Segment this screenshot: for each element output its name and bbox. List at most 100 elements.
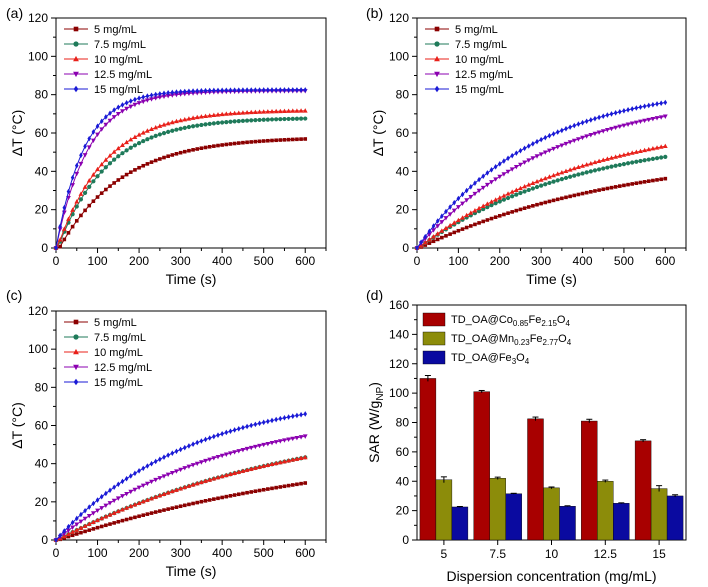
data-point xyxy=(194,114,200,120)
data-point xyxy=(588,133,594,138)
data-point xyxy=(472,208,478,213)
data-point xyxy=(136,500,142,505)
data-point xyxy=(290,413,295,420)
data-point xyxy=(547,199,552,204)
series-line xyxy=(416,178,666,249)
y-axis-label-main: SAR (W/g xyxy=(366,401,382,463)
data-point xyxy=(86,145,92,150)
data-point xyxy=(194,461,200,467)
data-point xyxy=(658,115,664,120)
data-point xyxy=(232,87,237,93)
bar xyxy=(650,488,668,541)
data-point xyxy=(613,154,619,159)
data-point xyxy=(654,116,660,121)
data-point xyxy=(543,134,548,141)
data-point xyxy=(249,490,254,494)
data-point xyxy=(621,152,627,157)
data-point xyxy=(236,119,241,124)
data-point xyxy=(132,502,138,507)
y-tick-label: 80 xyxy=(35,88,49,102)
data-point xyxy=(448,204,452,210)
data-point xyxy=(103,165,108,170)
data-point xyxy=(74,204,79,209)
data-point xyxy=(90,511,96,516)
data-point xyxy=(158,91,162,97)
data-point xyxy=(502,212,506,217)
data-point xyxy=(298,435,304,440)
y-axis-label: ΔT (°C) xyxy=(370,110,386,157)
x-tick-label: 12.5 xyxy=(594,547,618,561)
data-point xyxy=(95,174,100,179)
data-point xyxy=(658,144,664,149)
data-point xyxy=(551,198,556,203)
data-point xyxy=(605,165,610,170)
legend-label: 10 mg/mL xyxy=(455,54,504,66)
data-point xyxy=(82,153,88,158)
y-tick-label: 140 xyxy=(389,327,409,341)
data-point xyxy=(630,182,634,186)
data-point xyxy=(617,153,623,158)
data-point xyxy=(584,190,589,195)
y-axis-label: SAR (W/gNP) xyxy=(366,382,386,463)
data-point xyxy=(78,197,84,202)
data-point xyxy=(650,116,656,122)
series-1: 7.5 mg/mL xyxy=(53,39,308,251)
data-point xyxy=(220,87,224,94)
data-point xyxy=(472,191,478,197)
data-point xyxy=(571,165,577,171)
x-axis-label: Time (s) xyxy=(526,271,577,287)
data-point xyxy=(485,205,490,210)
data-point xyxy=(99,118,104,125)
legend-label-part: 0.85 xyxy=(513,319,529,328)
data-point xyxy=(140,499,146,504)
y-tick-label: 80 xyxy=(396,416,410,430)
data-point xyxy=(455,217,461,223)
data-point xyxy=(560,196,564,201)
data-point xyxy=(224,87,229,94)
data-point xyxy=(278,117,283,122)
data-point xyxy=(74,199,80,204)
data-point xyxy=(228,471,233,477)
data-point xyxy=(303,137,308,141)
data-point xyxy=(244,109,250,115)
data-point xyxy=(509,167,515,172)
data-point xyxy=(600,129,606,134)
data-point xyxy=(145,512,150,516)
data-point xyxy=(625,151,631,156)
data-point xyxy=(203,113,208,118)
x-tick-label: 300 xyxy=(171,546,191,560)
data-point xyxy=(651,101,655,108)
data-point xyxy=(265,117,270,122)
data-point xyxy=(460,201,465,207)
data-point xyxy=(228,494,233,498)
data-point xyxy=(107,512,113,517)
data-point xyxy=(245,423,249,430)
data-point xyxy=(158,456,162,463)
data-point xyxy=(588,160,594,166)
data-point xyxy=(216,143,220,148)
legend-label: 12.5 mg/mL xyxy=(94,362,152,374)
y-tick-label: 60 xyxy=(396,126,410,140)
data-point xyxy=(244,118,250,123)
panel-label: (d) xyxy=(366,287,383,303)
data-point xyxy=(132,487,138,493)
data-point xyxy=(518,185,523,191)
x-tick-label: 400 xyxy=(212,546,232,560)
x-tick-label: 300 xyxy=(171,254,191,268)
data-point xyxy=(572,173,577,178)
x-tick-label: 100 xyxy=(88,546,108,560)
data-point xyxy=(182,484,188,490)
data-point xyxy=(74,515,79,522)
legend-marker xyxy=(73,71,79,78)
data-point xyxy=(107,501,113,506)
data-point xyxy=(91,179,96,184)
data-point xyxy=(74,219,79,223)
data-point xyxy=(625,122,631,127)
y-tick-label: 80 xyxy=(35,380,49,394)
y-tick-label: 80 xyxy=(396,88,410,102)
data-point xyxy=(299,137,303,141)
data-point xyxy=(157,493,163,498)
legend-marker xyxy=(73,348,79,355)
data-point xyxy=(74,522,80,527)
data-point xyxy=(646,179,651,183)
